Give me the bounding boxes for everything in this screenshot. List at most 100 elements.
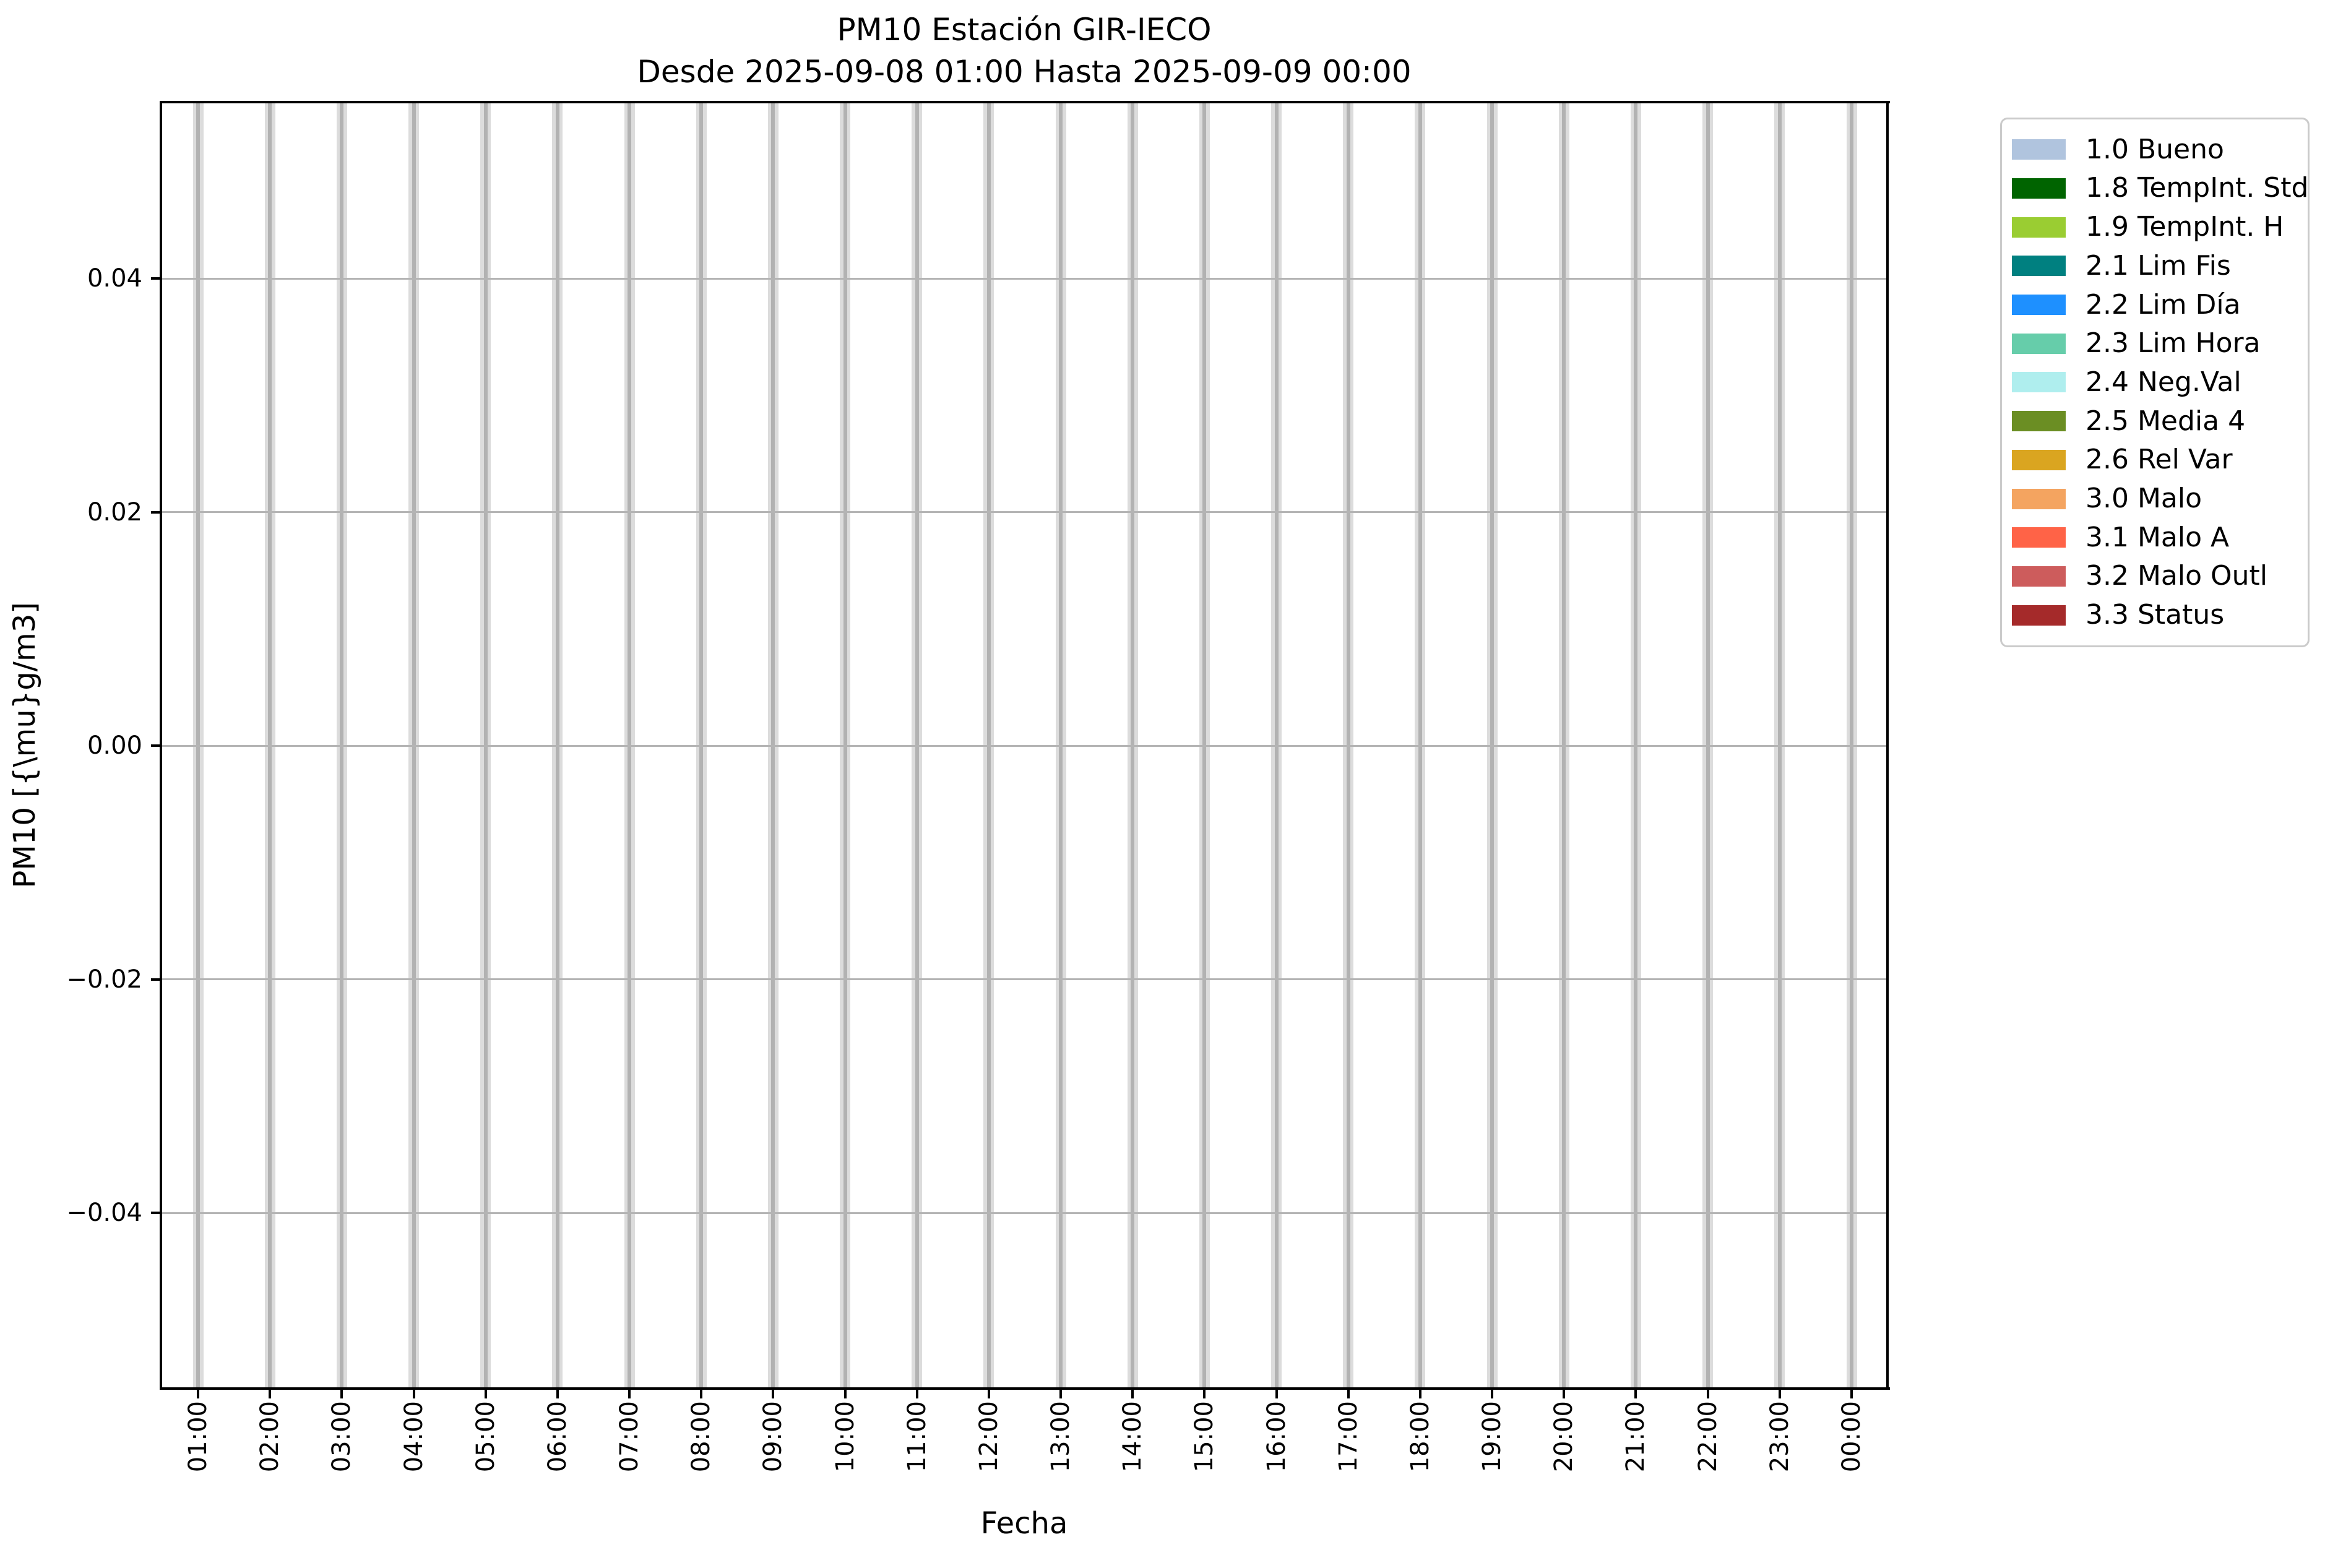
x-tick-mark: [843, 1390, 847, 1398]
legend-item: 2.6 Rel Var: [2012, 445, 2301, 475]
legend-label: 3.0 Malo: [2086, 483, 2202, 515]
x-tick-mark: [1778, 1390, 1781, 1398]
x-tick-label: 00:00: [1837, 1401, 1866, 1473]
legend-item: 3.0 Malo: [2012, 484, 2301, 514]
x-tick-mark: [1131, 1390, 1134, 1398]
legend-item: 2.3 Lim Hora: [2012, 329, 2301, 358]
legend-swatch: [2012, 372, 2066, 393]
legend-label: 1.9 TempInt. H: [2086, 211, 2284, 243]
y-tick-label: 0.04: [87, 264, 142, 293]
legend-item: 2.4 Neg.Val: [2012, 366, 2301, 398]
x-tick-label: 20:00: [1550, 1401, 1579, 1473]
x-tick-mark: [1706, 1390, 1709, 1398]
legend-label: 2.5 Media 4: [2086, 405, 2246, 437]
legend-swatch: [2012, 605, 2066, 626]
legend-swatch: [2012, 178, 2066, 199]
x-tick-mark: [1850, 1390, 1853, 1398]
x-tick-label: 18:00: [1405, 1401, 1434, 1473]
legend-label: 1.8 TempInt. Std: [2086, 172, 2309, 204]
legend-label: 2.2 Lim Día: [2086, 288, 2241, 321]
legend-label: 3.2 Malo Outl: [2086, 560, 2268, 592]
x-tick-label: 06:00: [543, 1401, 572, 1473]
legend-item: 1.8 TempInt. Std: [2012, 173, 2308, 203]
x-tick-mark: [1418, 1390, 1421, 1398]
legend-swatch: [2012, 488, 2066, 509]
x-tick-label: 15:00: [1190, 1401, 1219, 1473]
legend-swatch: [2012, 217, 2066, 238]
legend-item: 2.2 Lim Día: [2012, 290, 2301, 320]
x-tick-mark: [484, 1390, 487, 1398]
x-tick-label: 23:00: [1765, 1401, 1794, 1473]
y-gridline: [162, 978, 1886, 980]
x-tick-label: 13:00: [1046, 1401, 1076, 1473]
x-tick-mark: [1059, 1390, 1063, 1398]
x-tick-mark: [556, 1390, 559, 1398]
legend-swatch: [2012, 333, 2066, 354]
x-tick-mark: [987, 1390, 990, 1398]
x-tick-label: 12:00: [974, 1401, 1003, 1473]
legend-item: 2.5 Media 4: [2012, 405, 2301, 437]
x-tick-label: 05:00: [471, 1401, 500, 1473]
x-tick-label: 09:00: [759, 1401, 788, 1473]
legend-item: 3.1 Malo A: [2012, 521, 2301, 553]
y-gridline: [162, 1212, 1886, 1214]
y-gridline: [162, 277, 1886, 280]
legend-swatch: [2012, 527, 2066, 548]
x-tick-mark: [1491, 1390, 1494, 1398]
x-tick-mark: [1203, 1390, 1206, 1398]
x-tick-mark: [269, 1390, 272, 1398]
x-tick-label: 04:00: [399, 1401, 428, 1473]
x-tick-label: 19:00: [1478, 1401, 1507, 1473]
legend: 1.0 Bueno 1.8 TempInt. Std 1.9 TempInt. H 2…: [2000, 118, 2310, 647]
x-tick-label: 01:00: [184, 1401, 212, 1473]
y-tick-label: −0.04: [66, 1199, 142, 1227]
x-tick-label: 10:00: [830, 1401, 860, 1473]
x-tick-label: 17:00: [1334, 1401, 1363, 1473]
x-tick-mark: [628, 1390, 631, 1398]
x-tick-label: 08:00: [687, 1401, 716, 1473]
y-tick-mark: [151, 277, 160, 280]
top-spine: [160, 101, 1890, 103]
y-tick-label: 0.00: [87, 731, 142, 760]
y-tick-label: 0.02: [87, 498, 142, 527]
x-tick-mark: [1634, 1390, 1637, 1398]
left-spine: [160, 101, 162, 1390]
x-tick-label: 11:00: [902, 1401, 931, 1473]
x-tick-label: 21:00: [1621, 1401, 1650, 1473]
chart-title: PM10 Estación GIR-IECO: [837, 12, 1212, 48]
x-tick-label: 03:00: [327, 1401, 356, 1473]
legend-item: 2.1 Lim Fis: [2012, 251, 2301, 281]
legend-item: 1.0 Bueno: [2012, 134, 2301, 165]
y-gridline: [162, 744, 1886, 747]
legend-label: 2.6 Rel Var: [2086, 444, 2233, 476]
x-tick-label: 07:00: [615, 1401, 644, 1473]
x-tick-mark: [1275, 1390, 1278, 1398]
legend-item: 3.3 Status: [2012, 600, 2301, 630]
legend-label: 2.4 Neg.Val: [2086, 366, 2241, 398]
x-tick-label: 22:00: [1693, 1401, 1722, 1473]
x-tick-mark: [1563, 1390, 1566, 1398]
legend-label: 3.1 Malo A: [2086, 521, 2230, 553]
legend-item: 1.9 TempInt. H: [2012, 212, 2301, 242]
x-tick-mark: [700, 1390, 703, 1398]
legend-label: 2.3 Lim Hora: [2086, 327, 2261, 360]
y-axis-label-wrap: PM10 [{\mu}g/m3]: [7, 102, 42, 1389]
right-spine: [1886, 101, 1889, 1390]
y-tick-mark: [151, 978, 160, 981]
legend-swatch: [2012, 295, 2066, 316]
legend-item: 3.2 Malo Outl: [2012, 561, 2301, 591]
bottom-spine: [160, 1387, 1890, 1390]
y-axis-label: PM10 [{\mu}g/m3]: [7, 602, 42, 889]
x-tick-mark: [197, 1390, 199, 1398]
x-tick-mark: [340, 1390, 343, 1398]
x-tick-label: 16:00: [1262, 1401, 1291, 1473]
x-tick-mark: [915, 1390, 918, 1398]
y-tick-mark: [151, 744, 160, 747]
y-tick-mark: [151, 1212, 160, 1214]
x-tick-mark: [772, 1390, 775, 1398]
y-tick-label: −0.02: [66, 965, 142, 994]
legend-swatch: [2012, 256, 2066, 277]
legend-swatch: [2012, 139, 2066, 160]
